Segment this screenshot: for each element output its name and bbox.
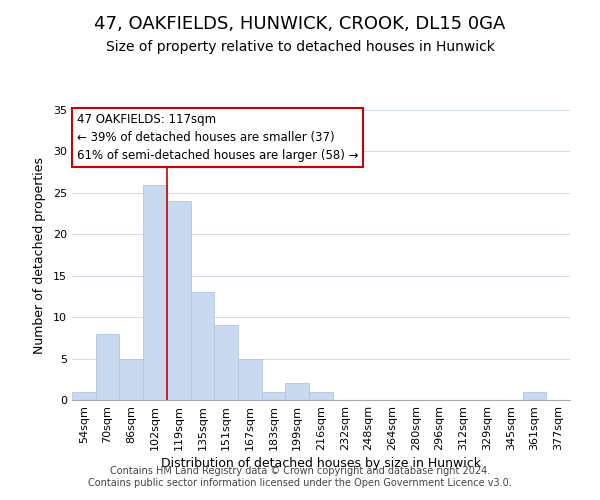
- Text: 47, OAKFIELDS, HUNWICK, CROOK, DL15 0GA: 47, OAKFIELDS, HUNWICK, CROOK, DL15 0GA: [94, 15, 506, 33]
- Bar: [96, 334, 119, 400]
- Bar: [167, 201, 191, 400]
- Bar: [262, 392, 286, 400]
- Bar: [143, 184, 167, 400]
- Bar: [191, 292, 214, 400]
- Text: 47 OAKFIELDS: 117sqm
← 39% of detached houses are smaller (37)
61% of semi-detac: 47 OAKFIELDS: 117sqm ← 39% of detached h…: [77, 113, 358, 162]
- Text: Contains HM Land Registry data © Crown copyright and database right 2024.
Contai: Contains HM Land Registry data © Crown c…: [88, 466, 512, 487]
- X-axis label: Distribution of detached houses by size in Hunwick: Distribution of detached houses by size …: [161, 457, 481, 470]
- Text: Size of property relative to detached houses in Hunwick: Size of property relative to detached ho…: [106, 40, 494, 54]
- Bar: [309, 392, 333, 400]
- Bar: [286, 384, 309, 400]
- Y-axis label: Number of detached properties: Number of detached properties: [33, 156, 46, 354]
- Bar: [523, 392, 546, 400]
- Bar: [119, 358, 143, 400]
- Bar: [238, 358, 262, 400]
- Bar: [214, 326, 238, 400]
- Bar: [72, 392, 96, 400]
